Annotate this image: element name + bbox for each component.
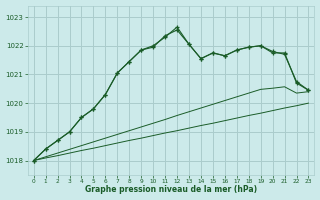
X-axis label: Graphe pression niveau de la mer (hPa): Graphe pression niveau de la mer (hPa) — [85, 185, 257, 194]
